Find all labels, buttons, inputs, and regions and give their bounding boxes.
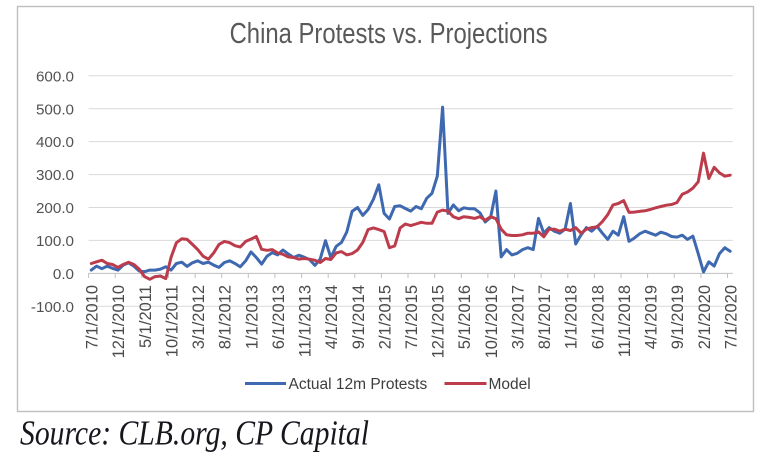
svg-text:8/1/2017: 8/1/2017 <box>536 285 554 349</box>
svg-text:Source: CLB.org, CP Capital: Source: CLB.org, CP Capital <box>20 415 369 453</box>
svg-text:3/1/2017: 3/1/2017 <box>509 285 527 349</box>
svg-text:12/1/2010: 12/1/2010 <box>110 285 128 358</box>
svg-text:10/1/2011: 10/1/2011 <box>163 285 181 357</box>
svg-text:11/1/2018: 11/1/2018 <box>616 285 634 357</box>
svg-text:5/1/2016: 5/1/2016 <box>456 285 474 349</box>
svg-text:7/1/2010: 7/1/2010 <box>84 285 102 349</box>
svg-text:8/1/2012: 8/1/2012 <box>217 285 235 349</box>
svg-text:200.0: 200.0 <box>36 200 74 217</box>
svg-text:Actual 12m Protests: Actual 12m Protests <box>289 376 428 393</box>
svg-text:2/1/2015: 2/1/2015 <box>376 285 394 349</box>
svg-text:10/1/2016: 10/1/2016 <box>483 285 501 358</box>
svg-text:9/1/2014: 9/1/2014 <box>350 285 368 349</box>
svg-text:China Protests vs. Projections: China Protests vs. Projections <box>230 18 548 50</box>
svg-text:100.0: 100.0 <box>36 233 74 250</box>
svg-text:7/1/2020: 7/1/2020 <box>722 285 740 349</box>
svg-text:0.0: 0.0 <box>53 266 74 283</box>
svg-text:400.0: 400.0 <box>36 134 74 151</box>
svg-text:4/1/2014: 4/1/2014 <box>323 285 341 349</box>
svg-text:600.0: 600.0 <box>36 68 74 85</box>
svg-text:12/1/2015: 12/1/2015 <box>430 285 448 358</box>
svg-text:2/1/2020: 2/1/2020 <box>696 285 714 349</box>
svg-text:5/1/2011: 5/1/2011 <box>137 285 155 348</box>
svg-text:300.0: 300.0 <box>36 167 74 184</box>
svg-text:1/1/2018: 1/1/2018 <box>563 285 581 349</box>
svg-text:Model: Model <box>489 376 531 393</box>
svg-text:3/1/2012: 3/1/2012 <box>190 285 208 349</box>
svg-text:4/1/2019: 4/1/2019 <box>643 285 661 349</box>
svg-text:1/1/2013: 1/1/2013 <box>243 285 261 349</box>
svg-text:9/1/2019: 9/1/2019 <box>669 285 687 349</box>
svg-text:7/1/2015: 7/1/2015 <box>403 285 421 349</box>
svg-text:6/1/2018: 6/1/2018 <box>589 285 607 349</box>
svg-text:6/1/2013: 6/1/2013 <box>270 285 288 349</box>
svg-text:500.0: 500.0 <box>36 101 74 118</box>
svg-text:-100.0: -100.0 <box>31 299 74 316</box>
svg-text:11/1/2013: 11/1/2013 <box>296 285 314 357</box>
